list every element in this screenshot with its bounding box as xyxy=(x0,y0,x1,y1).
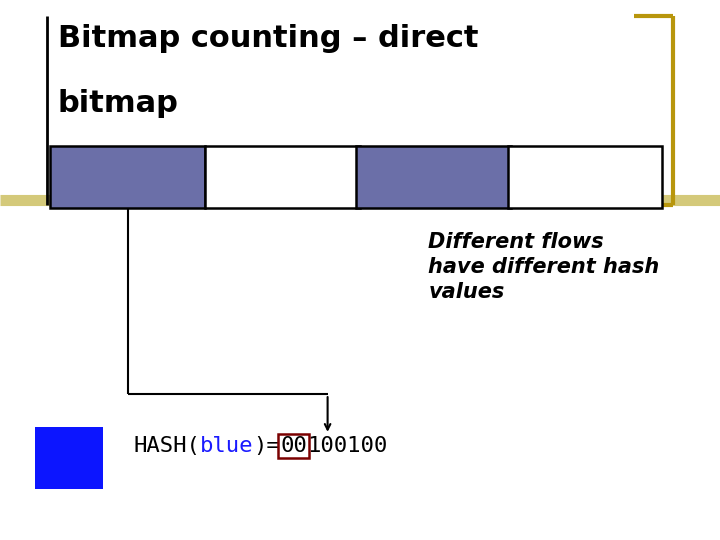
Bar xyxy=(35,427,103,489)
Text: Different flows
have different hash
values: Different flows have different hash valu… xyxy=(428,232,660,302)
Bar xyxy=(50,146,205,208)
Text: 100100: 100100 xyxy=(307,436,387,456)
Bar xyxy=(278,434,309,458)
Text: 00: 00 xyxy=(280,436,307,456)
Bar xyxy=(205,146,360,208)
Text: Bitmap counting – direct: Bitmap counting – direct xyxy=(58,24,478,53)
Text: )=: )= xyxy=(253,436,280,456)
Bar xyxy=(508,146,662,208)
Bar xyxy=(356,146,511,208)
Text: HASH(: HASH( xyxy=(133,436,200,456)
Text: blue: blue xyxy=(200,436,253,456)
Text: bitmap: bitmap xyxy=(58,89,179,118)
